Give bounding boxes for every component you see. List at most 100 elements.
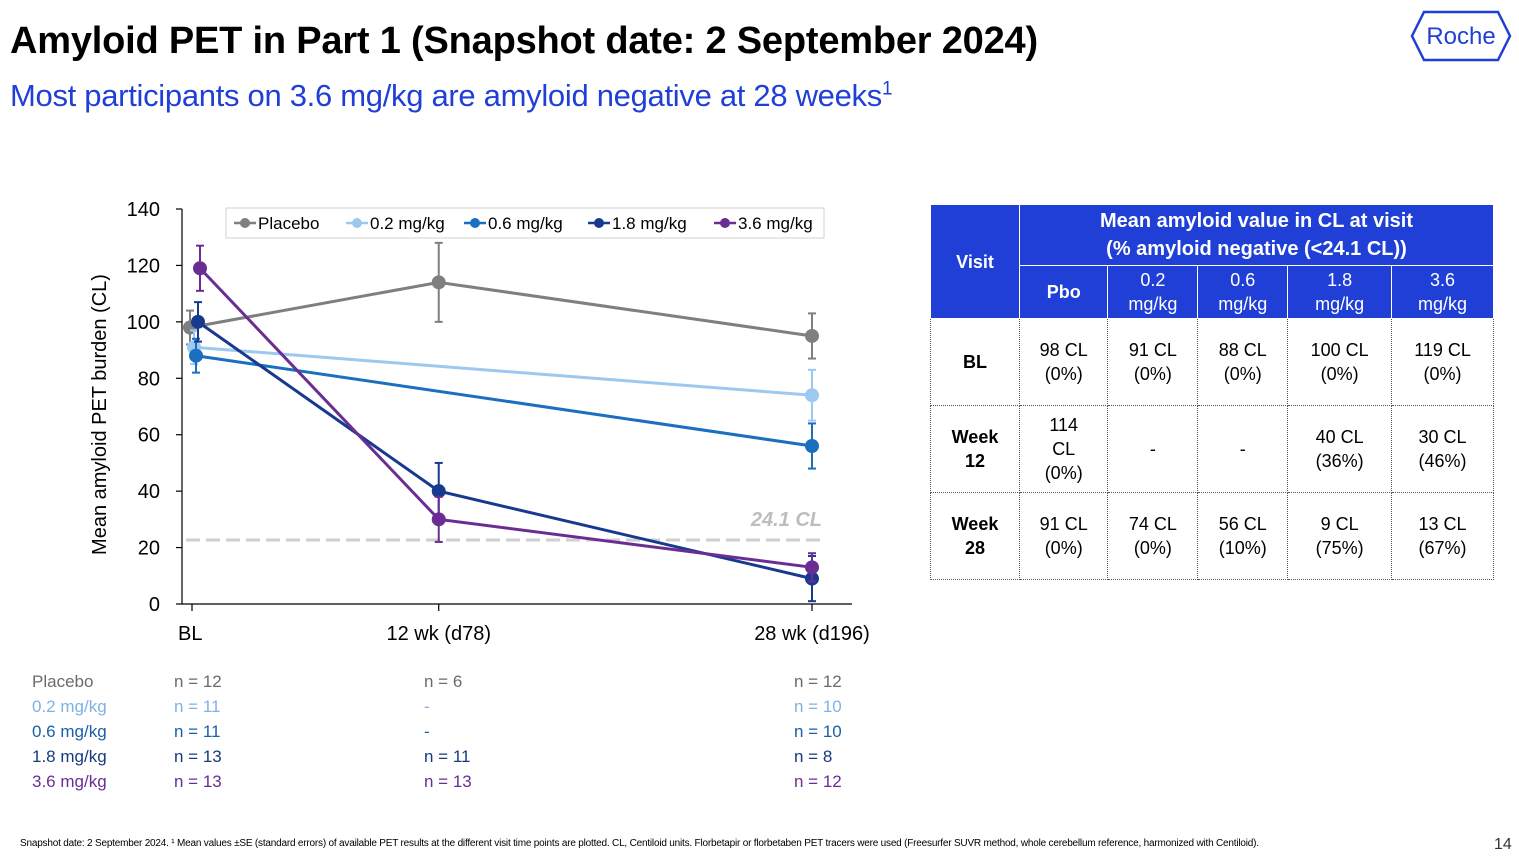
summary-table-row: Week 12 114 CL (0%) - - 40 CL (36%) 30 CL (46%) (930, 405, 1494, 493)
visit-week-number: 12 (964, 451, 986, 471)
footnote: Snapshot date: 2 September 2024. ¹ Mean … (20, 838, 1259, 849)
value-cell-line: 91 CL (1039, 514, 1088, 534)
value-cell-line: - (1239, 439, 1246, 459)
legend-entry-label: Placebo (258, 214, 319, 233)
value-cell-line: (36%) (1315, 451, 1364, 471)
series-line-placebo (189, 280, 813, 338)
count-bl: n = 13 (174, 772, 222, 791)
visit-cell: Week 28 (930, 492, 1020, 580)
count-week-12: n = 6 (424, 672, 463, 691)
main-header-line2: (% amyloid negative (<24.1 CL)) (1106, 238, 1407, 260)
y-tick-label: 20 (138, 538, 160, 560)
y-tick-label: 120 (127, 255, 160, 277)
dose-column-header: 1.8 mg/kg (1287, 265, 1393, 319)
value-cell: 91 CL (0%) (1018, 492, 1109, 580)
legend-swatch-marker (470, 218, 480, 228)
value-cell-line: 91 CL (1128, 340, 1177, 360)
value-cell: 100 CL (0%) (1287, 318, 1393, 406)
value-cell-line: 74 CL (1128, 514, 1177, 534)
legend-entry-label: 0.6 mg/kg (488, 214, 563, 233)
y-tick-label: 100 (127, 312, 160, 334)
x-tick-label: 12 wk (d78) (386, 623, 491, 645)
value-cell-line: 56 CL (1218, 514, 1267, 534)
legend-entry-label: 1.8 mg/kg (612, 214, 687, 233)
roche-logo-text: Roche (1426, 23, 1495, 50)
dose-column-header: 3.6 mg/kg (1391, 265, 1494, 319)
dose-header-row: Pbo 0.2 mg/kg 0.6 mg/kg 1.8 mg/kg 3.6 mg/kg (931, 265, 1494, 319)
participant-count-row: 0.2 mg/kg n = 11 - n = 10 (0, 697, 900, 722)
data-point (191, 314, 205, 329)
legend-entry-label: 0.2 mg/kg (370, 214, 445, 233)
y-tick-label: 0 (149, 594, 160, 616)
value-cell-line: (0%) (1223, 364, 1262, 384)
dose-header-line: 3.6 (1430, 270, 1456, 290)
count-week-28: n = 12 (794, 772, 842, 791)
value-cell-line: 13 CL (1418, 514, 1467, 534)
participant-count-row: 0.6 mg/kg n = 11 - n = 10 (0, 722, 900, 747)
dose-header-line: Pbo (1046, 282, 1081, 302)
value-cell-line: 98 CL (1039, 340, 1088, 360)
amyloid-pet-line-chart: 0 20 40 60 80 100 120 140 BL 12 wk (d78) 28 wk (d1… (89, 199, 870, 645)
value-cell: - (1197, 405, 1289, 493)
group-name: 3.6 mg/kg (32, 772, 107, 791)
count-week-12: n = 11 (424, 747, 471, 766)
value-cell-line: (0%) (1044, 463, 1083, 483)
series-line-0-6-mg-kg (195, 354, 813, 448)
value-cell-line: (46%) (1418, 451, 1467, 471)
value-cell-line: - (1149, 439, 1156, 459)
legend-entry-label: 3.6 mg/kg (738, 214, 813, 233)
y-axis-label: Mean amyloid PET burden (CL) (89, 274, 111, 555)
visit-label: Week (951, 514, 999, 534)
value-cell: 30 CL (46%) (1391, 405, 1494, 493)
visit-label: Week (951, 427, 999, 447)
data-point (805, 439, 819, 453)
legend-swatch-marker (352, 218, 362, 228)
subtitle-text: Most participants on 3.6 mg/kg are amylo… (10, 78, 882, 113)
subtitle-footnote-marker: 1 (881, 78, 893, 100)
value-cell-line: (0%) (1133, 364, 1172, 384)
count-week-28: n = 10 (794, 722, 842, 741)
visit-week-number: 28 (964, 538, 986, 558)
page-subtitle: Most participants on 3.6 mg/kg are amylo… (10, 78, 893, 114)
dose-header-unit: mg/kg (1128, 294, 1178, 314)
value-cell-line: (0%) (1044, 538, 1083, 558)
main-header-line1: Mean amyloid value in CL at visit (1099, 210, 1414, 232)
dose-column-header: Pbo (1018, 265, 1109, 319)
visit-cell: BL (930, 318, 1020, 406)
value-cell: 9 CL (75%) (1287, 492, 1393, 580)
value-cell: 74 CL (0%) (1107, 492, 1199, 580)
value-cell-line: (10%) (1218, 538, 1267, 558)
data-point (805, 560, 819, 575)
value-cell: 56 CL (10%) (1197, 492, 1289, 580)
mean-amyloid-summary-table: Visit Mean amyloid value in CL at visit (… (930, 204, 1494, 580)
value-cell-line: 9 CL (1320, 514, 1359, 534)
value-cell-line: 114 (1049, 415, 1079, 435)
count-week-12: n = 13 (424, 772, 472, 791)
participant-count-row: 1.8 mg/kg n = 13 n = 11 n = 8 (0, 747, 900, 772)
roche-logo-hexagon (1410, 10, 1512, 62)
value-cell: 88 CL (0%) (1197, 318, 1289, 406)
value-cell-line: (0%) (1423, 364, 1462, 384)
value-cell-line: 119 CL (1414, 340, 1471, 360)
count-week-12: - (424, 722, 430, 741)
roche-logo: Roche (1410, 10, 1512, 62)
value-cell-line: 40 CL (1315, 427, 1364, 447)
dose-column-header: 0.6 mg/kg (1197, 265, 1289, 319)
visit-cell: Week 12 (930, 405, 1020, 493)
count-bl: n = 11 (174, 697, 221, 716)
data-point (431, 512, 446, 527)
value-cell-line: CL (1052, 439, 1076, 459)
dose-header-unit: mg/kg (1218, 294, 1268, 314)
dose-header-line: 0.2 (1140, 270, 1166, 290)
participant-count-row: 3.6 mg/kg n = 13 n = 13 n = 12 (0, 772, 900, 797)
participant-count-row: Placebo n = 12 n = 6 n = 12 (0, 672, 900, 697)
legend-swatch-marker (720, 218, 730, 228)
y-tick-label: 60 (138, 425, 160, 447)
value-cell-line: 100 CL (1310, 340, 1369, 360)
count-bl: n = 13 (174, 747, 222, 766)
count-week-28: n = 10 (794, 697, 842, 716)
value-cell-line: (0%) (1044, 364, 1083, 384)
data-point (193, 261, 207, 276)
x-tick-label: BL (178, 623, 202, 645)
value-cell: 91 CL (0%) (1107, 318, 1199, 406)
